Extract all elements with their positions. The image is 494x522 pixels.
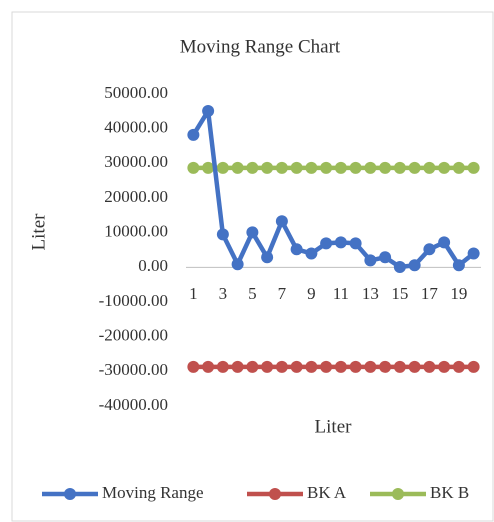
y-tick-label: 20000.00	[104, 187, 168, 206]
data-point	[246, 360, 259, 373]
x-axis-title: Liter	[315, 416, 353, 437]
y-tick-label: 0.00	[138, 256, 168, 275]
data-point	[290, 161, 303, 174]
data-point	[187, 161, 200, 174]
data-point	[349, 360, 362, 373]
data-point	[187, 360, 200, 373]
data-point	[290, 360, 303, 373]
x-tick-label: 17	[421, 284, 439, 303]
legend-label: BK A	[307, 483, 347, 502]
data-point	[290, 243, 303, 256]
data-point	[349, 237, 362, 250]
data-point	[438, 236, 451, 249]
data-point	[467, 161, 480, 174]
x-tick-label: 13	[362, 284, 379, 303]
data-point	[364, 254, 377, 267]
data-point	[246, 161, 259, 174]
data-point	[393, 360, 406, 373]
legend-label: Moving Range	[102, 483, 204, 502]
data-point	[305, 360, 318, 373]
y-tick-label: -30000.00	[99, 360, 168, 379]
x-tick-label: 9	[307, 284, 316, 303]
data-point	[452, 259, 465, 272]
y-tick-label: -20000.00	[99, 326, 168, 345]
data-point	[202, 161, 215, 174]
data-point	[467, 360, 480, 373]
data-point	[393, 161, 406, 174]
data-point	[452, 360, 465, 373]
data-point	[408, 360, 421, 373]
data-point	[349, 161, 362, 174]
data-point	[334, 161, 347, 174]
y-axis-title: Liter	[28, 213, 49, 251]
x-tick-label: 5	[248, 284, 257, 303]
data-point	[216, 161, 229, 174]
data-point	[261, 251, 274, 264]
data-point	[438, 360, 451, 373]
x-tick-label: 1	[189, 284, 198, 303]
x-tick-label: 19	[450, 284, 467, 303]
data-point	[393, 260, 406, 273]
data-point	[408, 161, 421, 174]
legend-marker	[392, 488, 404, 500]
y-tick-label: 50000.00	[104, 83, 168, 102]
legend-marker	[64, 488, 76, 500]
chart-title: Moving Range Chart	[180, 36, 341, 57]
data-point	[187, 128, 200, 141]
data-point	[216, 228, 229, 241]
data-point	[305, 161, 318, 174]
x-tick-label: 7	[278, 284, 287, 303]
data-point	[202, 360, 215, 373]
y-tick-label: -40000.00	[99, 395, 168, 414]
data-point	[364, 360, 377, 373]
data-point	[438, 161, 451, 174]
legend-marker	[269, 488, 281, 500]
data-point	[305, 247, 318, 260]
data-point	[334, 236, 347, 249]
x-tick-label: 15	[391, 284, 408, 303]
data-point	[408, 259, 421, 272]
data-point	[423, 243, 436, 256]
data-point	[216, 360, 229, 373]
data-point	[452, 161, 465, 174]
data-point	[261, 360, 274, 373]
data-point	[231, 360, 244, 373]
data-point	[334, 360, 347, 373]
data-point	[379, 360, 392, 373]
data-point	[320, 161, 333, 174]
data-point	[246, 226, 259, 239]
y-tick-label: 30000.00	[104, 152, 168, 171]
data-point	[275, 360, 288, 373]
data-point	[423, 360, 436, 373]
data-point	[231, 161, 244, 174]
data-point	[275, 161, 288, 174]
data-point	[423, 161, 436, 174]
chart-frame	[11, 11, 494, 522]
y-tick-label: 40000.00	[104, 118, 168, 137]
data-point	[364, 161, 377, 174]
y-tick-label: 10000.00	[104, 222, 168, 241]
data-point	[320, 360, 333, 373]
data-point	[261, 161, 274, 174]
data-point	[379, 161, 392, 174]
data-point	[467, 247, 480, 260]
x-tick-label: 3	[219, 284, 228, 303]
y-tick-label: -10000.00	[99, 291, 168, 310]
data-point	[320, 237, 333, 250]
legend-label: BK B	[430, 483, 469, 502]
data-point	[231, 258, 244, 271]
data-point	[379, 251, 392, 264]
data-point	[275, 215, 288, 228]
x-tick-label: 11	[333, 284, 349, 303]
data-point	[202, 104, 215, 117]
